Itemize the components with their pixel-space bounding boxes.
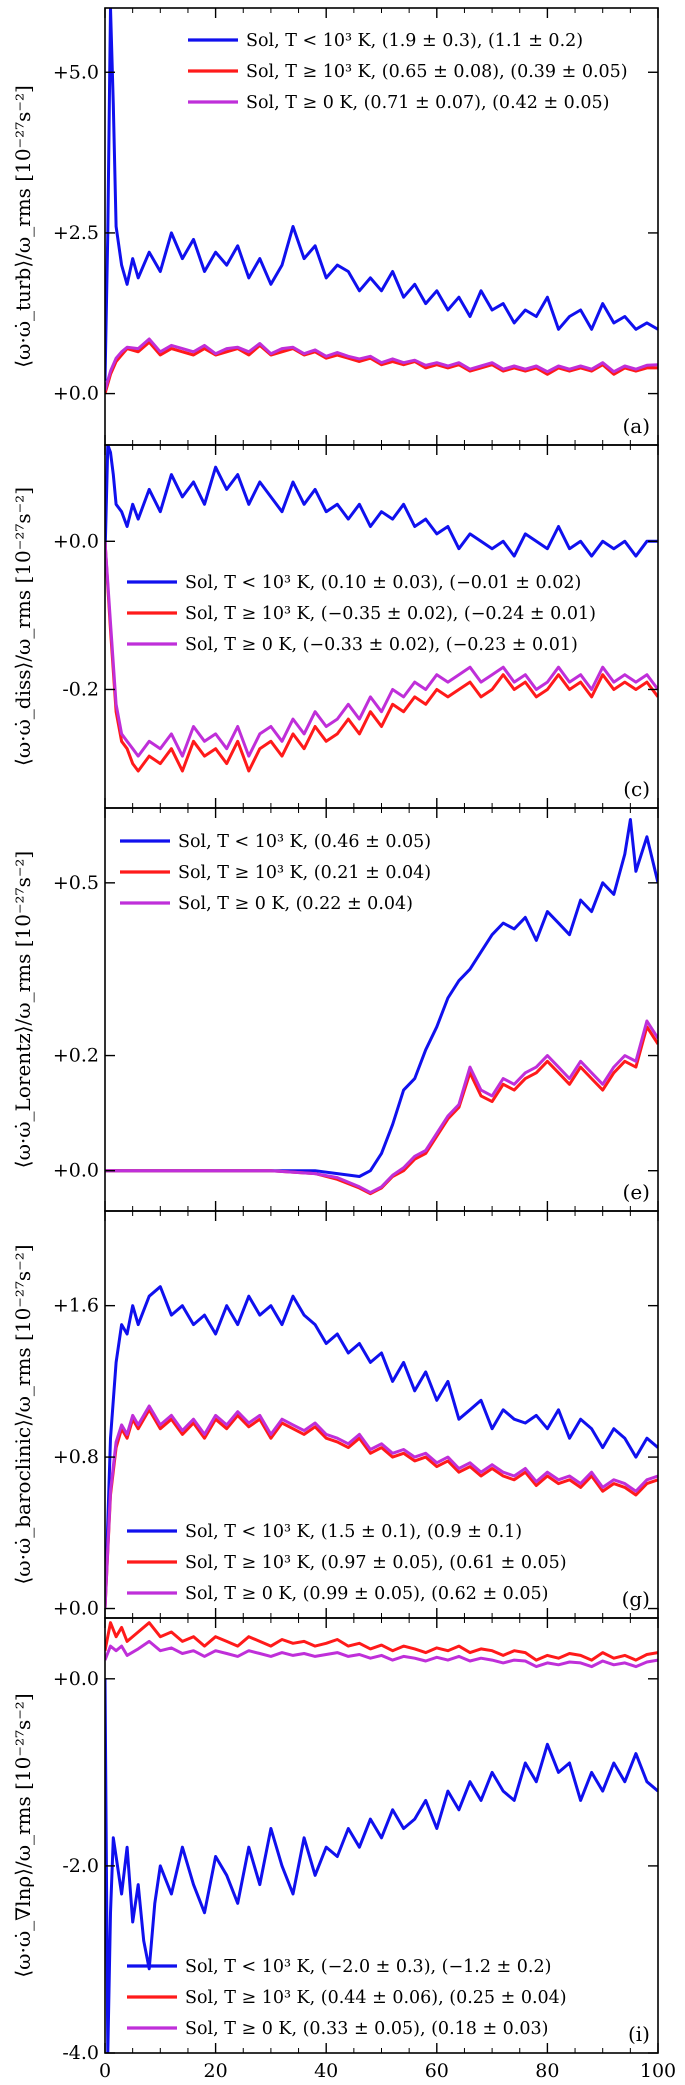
series-line-magenta: [105, 1019, 658, 1195]
series-line-magenta: [105, 337, 658, 391]
y-axis-label: ⟨ω·ω̇_turb⟩/ω_rms [10⁻²⁷s⁻²]: [11, 85, 35, 368]
legend-entry: Sol, T ≥ 0 K, (0.99 ± 0.05), (0.62 ± 0.0…: [185, 1584, 548, 1604]
x-tick-label: 20: [204, 2060, 228, 2082]
legend-entry: Sol, T ≥ 0 K, (0.22 ± 0.04): [178, 894, 413, 914]
panel-tag: (e): [623, 1180, 650, 1204]
legend-entry: Sol, T ≥ 10³ K, (0.97 ± 0.05), (0.61 ± 0…: [185, 1553, 567, 1573]
legend-entry: Sol, T ≥ 0 K, (−0.33 ± 0.02), (−0.23 ± 0…: [185, 635, 578, 655]
y-axis-label: ⟨ω·ω̇_diss⟩/ω_rms [10⁻²⁷s⁻²]: [11, 487, 35, 766]
panel-1: -0.2 +0.0 ⟨ω·ω̇_diss⟩/ω_rms [10⁻²⁷s⁻²] (c) S…: [11, 444, 659, 809]
legend: Sol, T < 10³ K, (1.9 ± 0.3), (1.1 ± 0.2)…: [188, 31, 628, 113]
y-tick-label: -0.2: [62, 678, 99, 700]
legend-entry: Sol, T ≥ 10³ K, (−0.35 ± 0.02), (−0.24 ±…: [185, 604, 596, 624]
series-line-red: [105, 1621, 658, 1662]
y-tick-label: +0.5: [53, 872, 99, 894]
y-tick-label: +0.8: [53, 1446, 99, 1468]
panel-tag: (i): [628, 2022, 650, 2046]
panel-tag: (c): [623, 777, 650, 801]
x-tick-label: 60: [425, 2060, 449, 2082]
y-axis-label: ⟨ω·ω̇_Lorentz⟩/ω_rms [10⁻²⁷s⁻²]: [11, 851, 35, 1168]
series-line-blue: [105, 1285, 658, 1609]
y-tick-label: +0.0: [53, 383, 99, 405]
x-tick-label: 0: [99, 2060, 111, 2082]
y-tick-label: +0.2: [53, 1045, 99, 1067]
y-tick-label: +0.0: [53, 530, 99, 552]
legend: Sol, T < 10³ K, (1.5 ± 0.1), (0.9 ± 0.1)…: [127, 1522, 567, 1604]
legend: Sol, T < 10³ K, (−2.0 ± 0.3), (−1.2 ± 0.…: [127, 1957, 567, 2039]
series-line-red: [105, 340, 658, 395]
y-axis-label: ⟨ω·ω̇_∇lnρ⟩/ω_rms [10⁻²⁷s⁻²]: [11, 1693, 35, 1977]
panel-0: +0.0 +2.5 +5.0 ⟨ω·ω̇_turb⟩/ω_rms [10⁻²⁷s⁻²]…: [11, 7, 659, 446]
legend-entry: Sol, T ≥ 0 K, (0.33 ± 0.05), (0.18 ± 0.0…: [185, 2019, 548, 2039]
x-tick-label: 80: [535, 2060, 559, 2082]
y-tick-label: -4.0: [62, 2042, 99, 2064]
series-line-magenta: [105, 541, 658, 758]
panel-tag: (a): [622, 414, 650, 438]
y-tick-label: +0.0: [53, 1598, 99, 1620]
series-line-blue: [105, 445, 658, 558]
series-line-blue: [105, 8, 658, 381]
legend-entry: Sol, T < 10³ K, (1.5 ± 0.1), (0.9 ± 0.1): [185, 1522, 522, 1542]
legend-entry: Sol, T ≥ 10³ K, (0.21 ± 0.04): [178, 863, 431, 883]
panel-2: +0.0 +0.2 +0.5 ⟨ω·ω̇_Lorentz⟩/ω_rms [10⁻²⁷s…: [11, 807, 659, 1212]
x-tick-label: 100: [640, 2060, 676, 2082]
series-line-magenta: [105, 1404, 658, 1609]
legend-entry: Sol, T ≥ 10³ K, (0.65 ± 0.08), (0.39 ± 0…: [246, 62, 628, 82]
y-tick-label: -2.0: [62, 1855, 99, 1877]
series-line-red: [105, 541, 658, 773]
panel-4: -4.0 -2.0 +0.0 ⟨ω·ω̇_∇lnρ⟩/ω_rms [10⁻²⁷s⁻²]…: [11, 1617, 659, 2064]
panel-3: +0.0 +0.8 +1.6 ⟨ω·ω̇_baroclinic⟩/ω_rms [10⁻…: [11, 1210, 659, 1620]
series-line-red: [105, 1408, 658, 1609]
series-line-magenta: [105, 1639, 658, 1669]
series-line-blue: [105, 1678, 658, 2053]
y-tick-label: +0.0: [53, 1668, 99, 1690]
y-tick-label: +2.5: [53, 222, 99, 244]
x-tick-label: 40: [314, 2060, 338, 2082]
legend-entry: Sol, T < 10³ K, (−2.0 ± 0.3), (−1.2 ± 0.…: [185, 1957, 551, 1977]
legend-entry: Sol, T < 10³ K, (0.10 ± 0.03), (−0.01 ± …: [185, 573, 581, 593]
legend: Sol, T < 10³ K, (0.10 ± 0.03), (−0.01 ± …: [127, 573, 596, 655]
y-tick-label: +5.0: [53, 61, 99, 83]
legend: Sol, T < 10³ K, (0.46 ± 0.05) Sol, T ≥ 10…: [120, 832, 431, 914]
y-tick-label: +0.0: [53, 1160, 99, 1182]
legend-entry: Sol, T < 10³ K, (0.46 ± 0.05): [178, 832, 431, 852]
panel-tag: (g): [622, 1587, 650, 1611]
legend-entry: Sol, T < 10³ K, (1.9 ± 0.3), (1.1 ± 0.2): [246, 31, 583, 51]
y-tick-label: +1.6: [53, 1295, 99, 1317]
legend-entry: Sol, T ≥ 10³ K, (0.44 ± 0.06), (0.25 ± 0…: [185, 1988, 567, 2008]
series-line-red: [105, 1025, 658, 1196]
series-line-blue: [105, 818, 658, 1178]
legend-entry: Sol, T ≥ 0 K, (0.71 ± 0.07), (0.42 ± 0.0…: [246, 93, 609, 113]
y-axis-label: ⟨ω·ω̇_baroclinic⟩/ω_rms [10⁻²⁷s⁻²]: [11, 1244, 35, 1584]
